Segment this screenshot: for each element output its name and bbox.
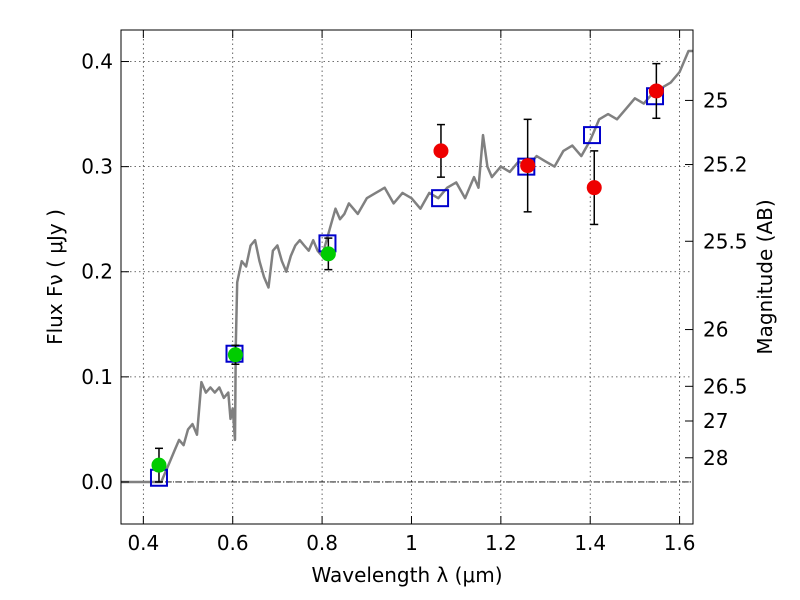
x-tick-label: 1.2 [485,531,517,555]
y-axis-title: Flux Fν ( μJy ) [43,209,67,345]
nir-detection-point [520,158,536,174]
y2-tick-label: 25 [703,88,728,112]
plot-area [121,49,693,484]
x-tick-label: 1 [405,531,418,555]
y-tick-label: 0.4 [81,50,113,74]
x-tick-label: 0.4 [127,531,159,555]
model-photometry-square [583,126,602,145]
y2-tick-label: 25.5 [703,229,748,253]
grid [121,30,693,524]
y2-tick-label: 26.5 [703,374,748,398]
axis-ticks: 0.4 0.6 0.8 1 1.2 1.4 1.6 0.0 0.1 0.2 0.3 0.4 25 25.2… [81,30,748,555]
plot-frame [120,29,694,525]
y2-tick-label: 25.2 [703,153,748,177]
x-tick-label: 1.6 [664,531,696,555]
x-tick-label: 1.4 [574,531,606,555]
y-tick-label: 0.0 [81,470,113,494]
model-spectrum-line [121,49,693,484]
x-tick-label: 0.8 [306,531,338,555]
y2-tick-label: 26 [703,318,728,342]
y-tick-label: 0.3 [81,155,113,179]
y2-tick-label: 28 [703,446,728,470]
optical-detection-point [227,347,243,363]
y2-axis-title: Magnitude (AB) [753,199,777,354]
y-tick-label: 0.2 [81,260,113,284]
model-photometry-square [431,189,450,208]
nir-detection-point [648,83,664,99]
nir-detection-point [586,180,602,196]
x-axis-title: Wavelength λ (μm) [311,563,502,587]
x-tick-label: 0.6 [217,531,249,555]
markers [149,62,665,487]
y2-tick-label: 27 [703,409,728,433]
nir-detection-point [433,143,449,159]
optical-detection-point [151,457,167,473]
optical-detection-point [320,246,336,262]
y-tick-label: 0.1 [81,365,113,389]
